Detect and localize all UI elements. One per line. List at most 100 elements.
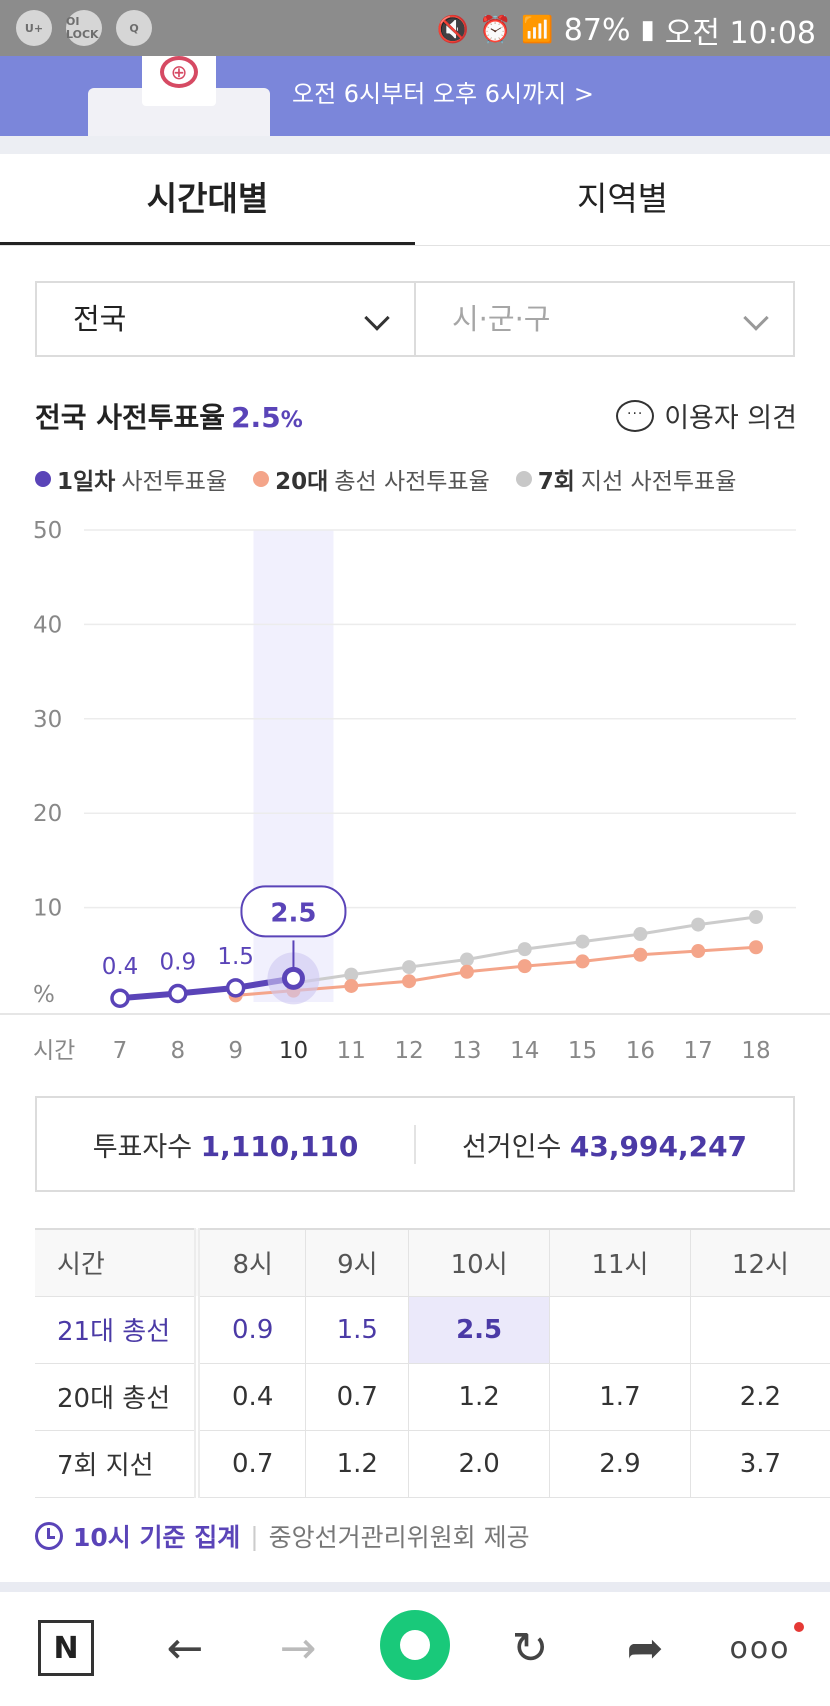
legend-item: 1일차 사전투표율 bbox=[35, 462, 227, 496]
status-bar: U+ OI LOCK Q 🔇 ⏰ 📶 87% ▮ 오전 10:08 bbox=[0, 0, 830, 56]
x-tick-label: 12 bbox=[394, 1038, 423, 1064]
feedback-button[interactable]: ··· 이용자 의견 bbox=[616, 396, 797, 435]
x-tick-label: 11 bbox=[337, 1038, 366, 1064]
table-cell: 0.7 bbox=[196, 1430, 306, 1498]
table-cell: 21대 총선 bbox=[35, 1296, 200, 1364]
data-point bbox=[225, 978, 246, 998]
feedback-label: 이용자 의견 bbox=[664, 403, 797, 434]
legend-dot bbox=[35, 471, 51, 487]
turnout-unit: % bbox=[280, 408, 303, 433]
y-axis-label: % bbox=[33, 982, 55, 1008]
alarm-icon: ⏰ bbox=[479, 15, 512, 45]
table-cell: 1.7 bbox=[549, 1363, 691, 1431]
share-icon[interactable]: ➦ bbox=[626, 1622, 664, 1674]
forward-arrow-icon[interactable]: → bbox=[279, 1622, 317, 1674]
data-point bbox=[402, 974, 417, 989]
data-point bbox=[749, 910, 763, 925]
callout-bubble bbox=[240, 885, 347, 938]
notification-dot bbox=[794, 1622, 804, 1632]
table-cell: 3.7 bbox=[689, 1430, 830, 1498]
y-tick-label: 40 bbox=[33, 612, 62, 638]
region-select[interactable]: 전국 bbox=[37, 283, 414, 355]
clock-icon bbox=[35, 1522, 63, 1550]
table-cell: 1.5 bbox=[305, 1296, 409, 1364]
legend-text: 사전투표율 bbox=[121, 469, 228, 495]
back-arrow-icon[interactable]: ← bbox=[166, 1622, 204, 1674]
data-point bbox=[633, 947, 648, 962]
table-cell: 0.7 bbox=[305, 1363, 409, 1431]
x-tick-label: 9 bbox=[228, 1038, 243, 1064]
legend-bold: 20대 bbox=[275, 469, 329, 495]
data-point bbox=[575, 954, 590, 969]
data-label: 0.9 bbox=[160, 950, 197, 976]
tab-by-region[interactable]: 지역별 bbox=[576, 179, 669, 218]
table-cell: 0.9 bbox=[196, 1296, 306, 1364]
legend-item: 20대 총선 사전투표율 bbox=[253, 462, 490, 496]
data-point bbox=[281, 966, 305, 990]
region-filters: 전국 시·군·구 bbox=[35, 281, 795, 357]
data-point bbox=[459, 964, 474, 979]
series-line bbox=[235, 945, 757, 997]
table-header-cell: 9시 bbox=[305, 1229, 409, 1297]
legend-text: 지선 사전투표율 bbox=[580, 469, 737, 495]
table-header-cell: 12시 bbox=[689, 1229, 830, 1297]
green-dot-button[interactable] bbox=[380, 1610, 450, 1680]
table-cell: 2.9 bbox=[549, 1430, 691, 1498]
refresh-icon[interactable]: ↻ bbox=[511, 1622, 549, 1674]
vote-stamp-icon: ⊕ bbox=[160, 56, 198, 88]
y-tick-label: 20 bbox=[33, 801, 62, 827]
data-point bbox=[459, 952, 474, 967]
table-cell: 2.2 bbox=[689, 1363, 830, 1431]
legend-bold: 1일차 bbox=[57, 469, 116, 495]
election-banner[interactable]: ⊕ 오전 6시부터 오후 6시까지 > bbox=[0, 56, 830, 136]
footnote-separator: | bbox=[250, 1521, 259, 1551]
data-point bbox=[168, 983, 188, 1004]
legend-dot bbox=[515, 471, 532, 487]
voters-label: 투표자수 bbox=[92, 1131, 193, 1163]
district-select-placeholder: 시·군·구 bbox=[452, 302, 551, 336]
data-point bbox=[517, 942, 532, 957]
electors-value: 43,994,247 bbox=[569, 1129, 748, 1163]
data-point bbox=[517, 959, 532, 974]
data-point bbox=[402, 960, 417, 975]
totals-box: 투표자수 1,110,110 선거인수 43,994,247 bbox=[35, 1096, 795, 1192]
table-header-cell: 8시 bbox=[196, 1229, 306, 1297]
section-divider bbox=[0, 136, 830, 154]
turnout-heading: 전국 사전투표율 2.5% bbox=[35, 396, 303, 436]
district-select[interactable]: 시·군·구 bbox=[414, 283, 793, 355]
x-tick-label: 13 bbox=[452, 1038, 481, 1064]
clock-time: 오전 10:08 bbox=[664, 16, 816, 51]
table-cell: 2.0 bbox=[408, 1430, 550, 1498]
data-point bbox=[749, 940, 763, 955]
naver-home-button[interactable]: N bbox=[38, 1620, 94, 1676]
chart-legend: 1일차 사전투표율 20대 총선 사전투표율 7회 지선 사전투표율 bbox=[35, 462, 736, 496]
table-header-cell: 시간 bbox=[35, 1229, 200, 1297]
tab-by-time[interactable]: 시간대별 bbox=[0, 154, 415, 245]
chevron-down-icon bbox=[743, 305, 769, 331]
table-row: 21대 총선 0.9 1.5 2.5 bbox=[35, 1296, 830, 1364]
oi-lock-icon: OI LOCK bbox=[66, 10, 102, 46]
data-point bbox=[575, 934, 590, 949]
electors-label: 선거인수 bbox=[461, 1131, 562, 1163]
turnout-table: 시간 8시 9시 10시 11시 12시 21대 총선 0.9 1.5 2.5 … bbox=[35, 1228, 830, 1498]
section-divider bbox=[0, 1582, 830, 1592]
more-menu-icon[interactable]: ooo bbox=[729, 1630, 791, 1666]
wifi-icon: 📶 bbox=[521, 15, 554, 45]
battery-icon: ▮ bbox=[640, 15, 655, 45]
table-cell: 1.2 bbox=[408, 1363, 550, 1431]
table-row: 20대 총선 0.4 0.7 1.2 1.7 2.2 bbox=[35, 1363, 830, 1431]
table-cell bbox=[549, 1296, 691, 1364]
data-point bbox=[344, 978, 359, 993]
current-value-label: 2.5 bbox=[270, 898, 316, 928]
turnout-line-chart: 10 20 30 40 50% 시간 7 8 9 10 11 12 13 14 15 16 17 18 0.4 0.9… bbox=[0, 518, 830, 1064]
data-point bbox=[691, 917, 706, 932]
table-header-cell: 10시 bbox=[408, 1229, 550, 1297]
chat-bubble-icon: ··· bbox=[616, 399, 655, 432]
table-cell-highlighted: 2.5 bbox=[408, 1296, 550, 1364]
region-select-value: 전국 bbox=[73, 302, 127, 336]
table-row: 7회 지선 0.7 1.2 2.0 2.9 3.7 bbox=[35, 1430, 830, 1498]
legend-bold: 7회 bbox=[537, 469, 575, 495]
legend-text: 총선 사전투표율 bbox=[334, 469, 490, 495]
banner-subtitle[interactable]: 오전 6시부터 오후 6시까지 > bbox=[292, 80, 594, 108]
voters-value: 1,110,110 bbox=[200, 1129, 359, 1163]
